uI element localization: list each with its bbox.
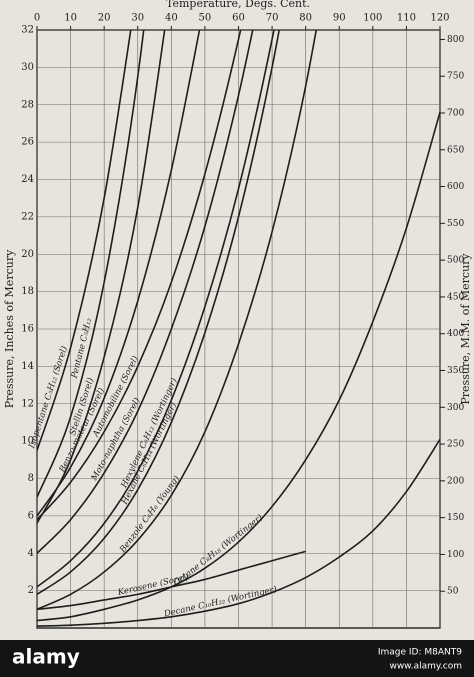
x-tick-label: 60 — [232, 13, 245, 24]
series-line — [37, 30, 145, 498]
y-tick-label: 24 — [21, 174, 34, 185]
watermark-brand: alamy — [12, 645, 80, 669]
x-tick-label: 110 — [397, 13, 416, 24]
y2-tick-label: 150 — [447, 513, 464, 523]
y-tick-label: 18 — [21, 286, 34, 297]
y-tick-label: 10 — [21, 436, 34, 447]
y2-tick-label: 550 — [447, 219, 464, 229]
watermark-id: Image ID: M8ANT9 — [378, 648, 462, 658]
y2-tick-label: 800 — [447, 35, 464, 45]
y-tick-label: 30 — [21, 62, 34, 73]
series-line — [37, 550, 306, 611]
y2-tick-label: 450 — [447, 292, 464, 302]
y2-tick-label: 200 — [447, 476, 464, 486]
y-tick-label: 6 — [28, 510, 34, 521]
series-line — [37, 112, 440, 622]
series-line — [37, 30, 201, 517]
series-line — [37, 30, 254, 554]
y-tick-label: 22 — [21, 211, 34, 222]
y2-tick-label: 250 — [447, 440, 464, 450]
x-tick-label: 40 — [165, 13, 178, 24]
series-line — [37, 30, 132, 451]
y2-tick-label: 500 — [447, 256, 464, 266]
y-tick-label: 2 — [28, 585, 34, 596]
y-tick-label: 8 — [28, 473, 34, 484]
y2-tick-label: 400 — [447, 329, 464, 339]
series-line — [37, 30, 281, 596]
y-tick-label: 32 — [21, 25, 34, 36]
series-line — [37, 30, 242, 521]
y2-tick-label: 700 — [447, 108, 464, 118]
series-line — [37, 438, 440, 627]
x-tick-label: 0 — [34, 13, 40, 24]
watermark-site: www.alamy.com — [389, 662, 462, 672]
x-tick-label: 80 — [299, 13, 312, 24]
y2-tick-label: 750 — [447, 72, 464, 82]
watermark-bar — [0, 640, 474, 677]
curves — [37, 30, 440, 627]
x-tick-label: 90 — [333, 13, 346, 24]
series-line — [37, 30, 275, 588]
x-tick-label: 10 — [64, 13, 77, 24]
y-tick-label: 26 — [21, 137, 34, 148]
y2-tick-label: 350 — [447, 366, 464, 376]
y-axis-label: Pressure, Inches of Mercury — [3, 249, 16, 408]
y2-tick-label: 300 — [447, 403, 464, 413]
x-tick-label: 70 — [266, 13, 279, 24]
x-tick-label: 120 — [430, 13, 449, 24]
y-tick-label: 20 — [21, 249, 34, 260]
x-tick-label: 20 — [98, 13, 111, 24]
y2-tick-label: 100 — [447, 550, 464, 560]
y-tick-label: 4 — [28, 548, 34, 559]
series-line — [37, 30, 318, 611]
x-tick-label: 30 — [131, 13, 144, 24]
y-tick-label: 14 — [21, 361, 34, 372]
x-tick-label: 100 — [363, 13, 382, 24]
series-line — [37, 30, 166, 524]
x-tick-label: 50 — [199, 13, 212, 24]
y2-tick-label: 600 — [447, 182, 464, 192]
y2-axis-label: Pressure, M.M. of Mercury — [459, 253, 472, 405]
y-tick-label: 16 — [21, 324, 34, 335]
chart-title: Temperature, Degs. Cent. — [166, 0, 310, 10]
y-tick-label: 28 — [21, 99, 34, 110]
y-tick-label: 12 — [21, 398, 34, 409]
y2-tick-label: 50 — [447, 587, 459, 597]
y2-tick-label: 650 — [447, 145, 464, 155]
